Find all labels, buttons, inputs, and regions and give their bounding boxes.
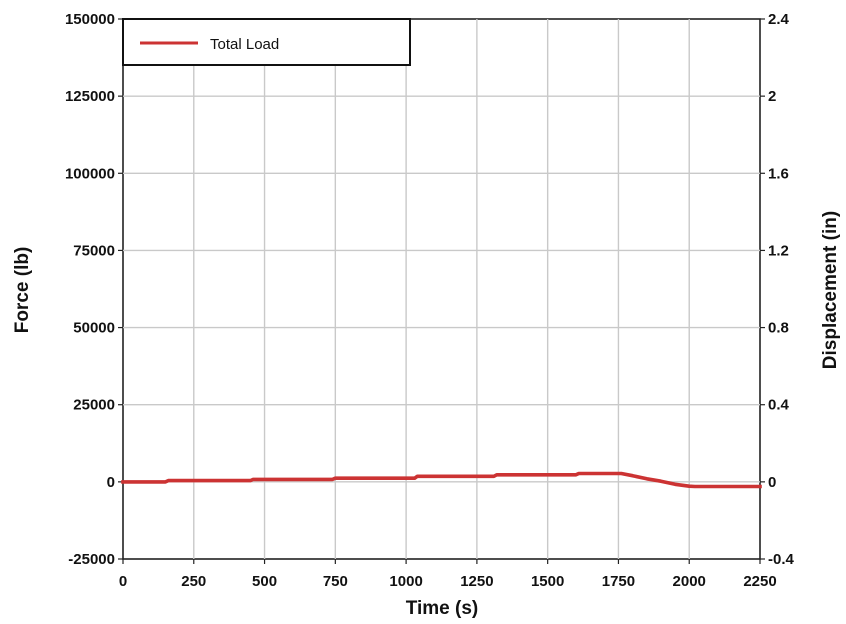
legend-label-total-load: Total Load xyxy=(210,36,279,53)
y-left-tick-label: 100000 xyxy=(65,165,115,182)
x-tick-label: 750 xyxy=(323,573,348,590)
y-left-tick-label: 75000 xyxy=(73,242,115,259)
x-tick-label: 2250 xyxy=(743,573,776,590)
y-left-tick-label: 50000 xyxy=(73,320,115,337)
y-left-tick-label: 125000 xyxy=(65,88,115,105)
y-right-tick-label: -0.4 xyxy=(768,551,795,568)
x-tick-label: 1750 xyxy=(602,573,635,590)
y-right-tick-label: 0 xyxy=(768,474,776,491)
plot-area xyxy=(122,18,761,560)
legend: Total Load xyxy=(122,18,411,66)
x-tick-label: 0 xyxy=(119,573,127,590)
y-left-axis-ticks: -25000 0 25000 50000 75000 100000 125000 150000 xyxy=(65,11,123,568)
series-line-total-load xyxy=(121,471,762,489)
x-axis-ticks: 0 250 500 750 1000 1250 1500 1750 2000 2250 xyxy=(119,559,777,590)
y-right-tick-label: 1.6 xyxy=(768,165,789,182)
y-left-tick-label: 25000 xyxy=(73,397,115,414)
y-right-tick-label: 2.4 xyxy=(768,11,790,28)
y-right-axis-title: Displacement (in) xyxy=(820,211,841,369)
x-tick-label: 250 xyxy=(181,573,206,590)
y-left-tick-label: -25000 xyxy=(68,551,115,568)
x-tick-label: 1000 xyxy=(389,573,422,590)
x-tick-label: 2000 xyxy=(673,573,706,590)
y-right-axis-ticks: -0.4 0 0.4 0.8 1.2 1.6 2 2.4 xyxy=(760,11,795,568)
y-right-tick-label: 0.4 xyxy=(768,397,790,414)
x-tick-label: 500 xyxy=(252,573,277,590)
y-right-tick-label: 1.2 xyxy=(768,242,789,259)
series-group xyxy=(121,471,762,489)
y-left-tick-label: 150000 xyxy=(65,11,115,28)
y-right-tick-label: 2 xyxy=(768,88,776,105)
y-left-axis-title: Force (lb) xyxy=(12,247,33,334)
x-tick-label: 1250 xyxy=(460,573,493,590)
y-left-tick-label: 0 xyxy=(107,474,115,491)
x-tick-label: 1500 xyxy=(531,573,564,590)
y-right-tick-label: 0.8 xyxy=(768,320,789,337)
x-axis-title: Time (s) xyxy=(406,598,479,619)
